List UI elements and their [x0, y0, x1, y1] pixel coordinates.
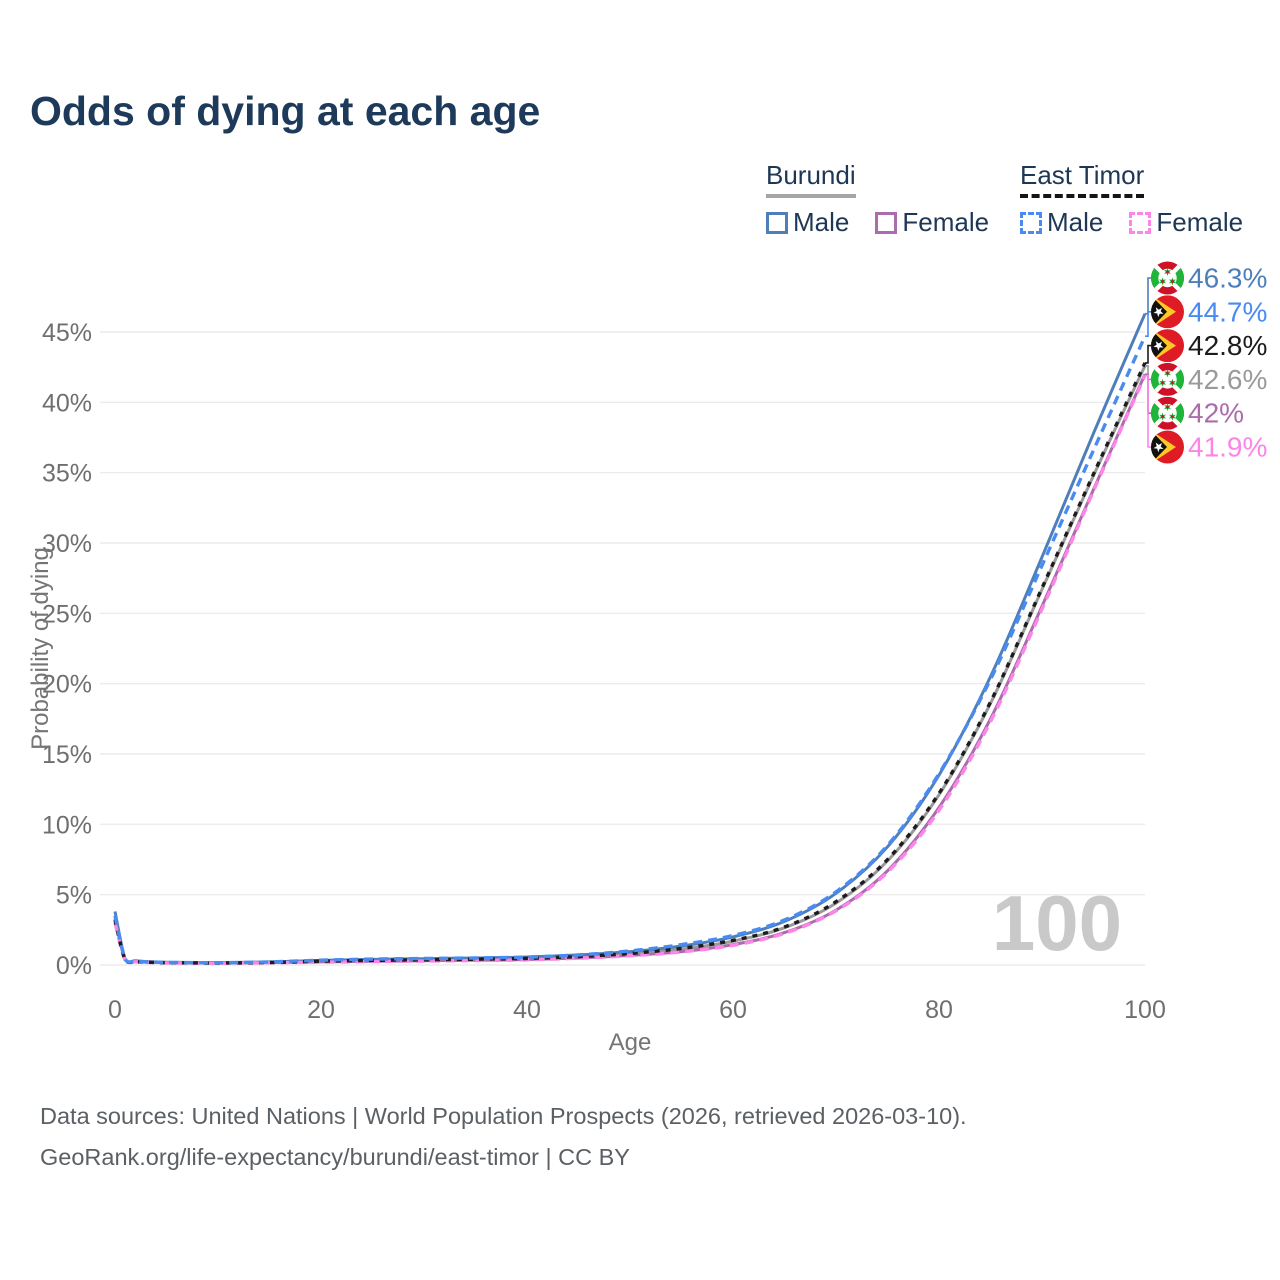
series-line-burundi-female[interactable]	[113, 373, 1147, 965]
legend-item-burundi-female[interactable]: Female	[875, 207, 989, 238]
end-value-label-burundi-female: 42%	[1188, 398, 1244, 429]
burundi-flag-icon	[1151, 362, 1184, 396]
x-axis-title: Age	[609, 1029, 652, 1056]
legend-items-burundi: Male Female	[766, 207, 989, 238]
legend-swatch-icon	[875, 211, 898, 234]
series-line-east-timor-both[interactable]	[113, 362, 1147, 965]
data-sources-line: Data sources: United Nations | World Pop…	[40, 1103, 967, 1129]
y-axis-title: Probability of dying	[27, 547, 54, 750]
y-axis-tick-label: 30%	[42, 530, 92, 558]
x-axis-tick-label: 20	[307, 996, 335, 1024]
y-axis-tick-label: 45%	[42, 319, 92, 347]
attribution-line: GeoRank.org/life-expectancy/burundi/east…	[40, 1144, 630, 1170]
end-label-connector	[1145, 277, 1153, 315]
end-value-label-burundi-both: 42.6%	[1188, 364, 1267, 395]
y-axis-tick-label: 15%	[42, 741, 92, 769]
legend-header-east-timor[interactable]: East Timor	[1020, 160, 1145, 198]
legend-swatch-icon	[1020, 211, 1042, 234]
y-axis-tick-label: 10%	[42, 811, 92, 839]
y-axis-tick-label: 35%	[42, 460, 92, 488]
end-value-label-east-timor-both: 42.8%	[1188, 330, 1267, 361]
legend-item-east-timor-female[interactable]: Female	[1129, 207, 1243, 238]
footer: Data sources: United Nations | World Pop…	[40, 1096, 967, 1178]
page-title: Odds of dying at each age	[30, 88, 541, 134]
legend-item-burundi-male[interactable]: Male	[766, 207, 849, 238]
x-axis-tick-label: 80	[925, 996, 953, 1024]
end-value-label-burundi-male: 46.3%	[1188, 263, 1267, 294]
y-axis-tick-label: 25%	[42, 600, 92, 628]
x-axis-tick-label: 100	[1124, 996, 1166, 1024]
legend-item-label: Female	[1156, 207, 1244, 237]
end-label-connector	[1145, 374, 1153, 448]
legend-items-east-timor: Male Female	[1020, 207, 1243, 238]
legend-item-label: Female	[902, 207, 990, 237]
legend-item-label: Male	[793, 207, 850, 237]
mortality-line-chart: 0% 5% 10% 15% 20% 25% 30% 35% 40% 45% 0 20 40 60 80 100…	[27, 261, 1267, 1056]
age-indicator-watermark: 100	[992, 879, 1122, 967]
burundi-flag-icon	[1151, 396, 1184, 430]
x-axis-tick-label: 60	[719, 996, 747, 1024]
series-line-burundi-both[interactable]	[113, 365, 1147, 965]
east-timor-flag-icon	[1151, 430, 1184, 464]
legend-group-east-timor: East Timor Male Female	[1020, 160, 1243, 238]
legend-header-burundi[interactable]: Burundi	[766, 160, 856, 198]
end-label-connector	[1145, 344, 1153, 364]
legend-swatch-icon	[766, 211, 788, 234]
end-label-connector	[1145, 311, 1153, 337]
legend-swatch-icon	[1129, 211, 1152, 234]
x-axis-tick-label: 0	[108, 996, 122, 1024]
series-line-burundi-male[interactable]	[113, 313, 1147, 965]
series-line-east-timor-female[interactable]	[113, 374, 1147, 965]
end-value-label-east-timor-male: 44.7%	[1188, 296, 1267, 327]
y-axis-tick-label: 5%	[56, 882, 92, 910]
legend-group-burundi: Burundi Male Female	[766, 160, 989, 238]
east-timor-flag-icon	[1151, 295, 1184, 329]
end-value-label-east-timor-female: 41.9%	[1188, 432, 1267, 463]
x-axis-tick-label: 40	[513, 996, 541, 1024]
y-axis-tick-label: 20%	[42, 671, 92, 699]
burundi-flag-icon	[1151, 261, 1184, 295]
legend-item-east-timor-male[interactable]: Male	[1020, 207, 1103, 238]
end-label-connector	[1145, 365, 1153, 381]
east-timor-flag-icon	[1151, 329, 1184, 363]
y-axis-tick-label: 0%	[56, 952, 92, 980]
y-axis-tick-label: 40%	[42, 389, 92, 417]
series-line-east-timor-male[interactable]	[113, 335, 1147, 965]
legend-item-label: Male	[1047, 207, 1104, 237]
